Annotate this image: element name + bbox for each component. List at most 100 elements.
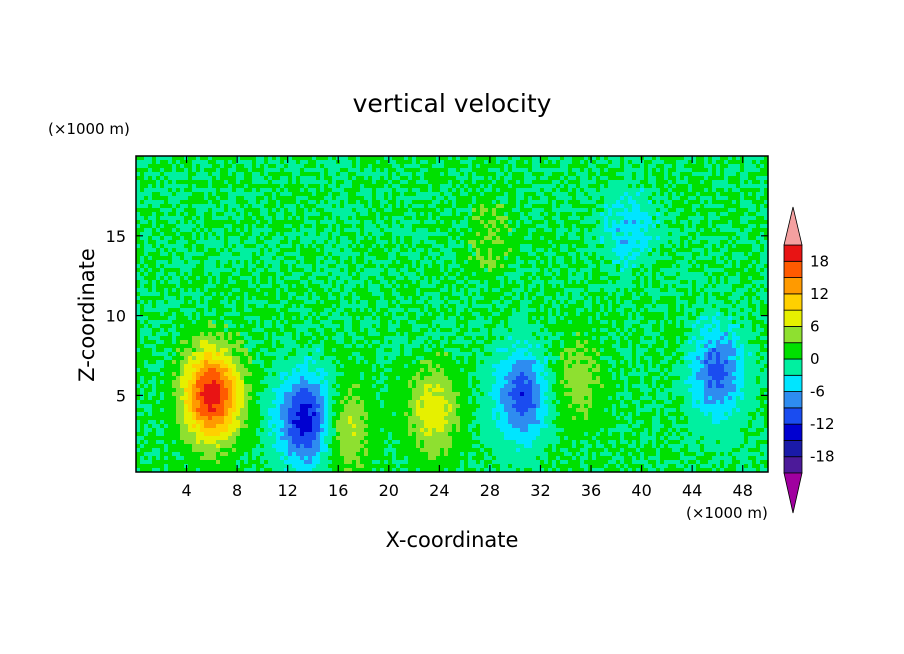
heatmap-cell <box>324 272 329 277</box>
heatmap-cell <box>692 212 697 217</box>
heatmap-cell <box>548 208 553 213</box>
heatmap-cell <box>540 168 545 173</box>
heatmap-cell <box>508 160 513 165</box>
heatmap-cell <box>308 208 313 213</box>
heatmap-cell <box>336 200 341 205</box>
heatmap-cell <box>756 176 761 181</box>
heatmap-cell <box>172 224 177 229</box>
heatmap-cell <box>216 208 221 213</box>
heatmap-cell <box>496 204 501 209</box>
heatmap-cell <box>728 172 733 177</box>
heatmap-cell <box>384 216 389 221</box>
heatmap-cell <box>496 160 501 165</box>
heatmap-cell <box>416 260 421 265</box>
heatmap-cell <box>612 176 617 181</box>
heatmap-cell <box>704 212 709 217</box>
heatmap-cell <box>492 256 497 261</box>
heatmap-cell <box>736 244 741 249</box>
heatmap-cell <box>376 204 381 209</box>
heatmap-cell <box>464 264 469 269</box>
heatmap-cell <box>216 280 221 285</box>
heatmap-cell <box>524 252 529 257</box>
heatmap-cell <box>308 240 313 245</box>
heatmap-cell <box>576 168 581 173</box>
heatmap-cell <box>488 208 493 213</box>
heatmap-cell <box>288 276 293 281</box>
heatmap-cell <box>264 216 269 221</box>
heatmap-cell <box>308 156 313 161</box>
heatmap-cell <box>224 236 229 241</box>
heatmap-cell <box>748 244 753 249</box>
heatmap-cell <box>632 236 637 241</box>
heatmap-cell <box>328 188 333 193</box>
heatmap-cell <box>628 256 633 261</box>
heatmap-cell <box>500 156 505 161</box>
heatmap-cell <box>588 276 593 281</box>
heatmap-cell <box>520 196 525 201</box>
heatmap-cell <box>284 276 289 281</box>
heatmap-cell <box>220 280 225 285</box>
heatmap-cell <box>672 208 677 213</box>
heatmap-cell <box>212 252 217 257</box>
heatmap-cell <box>324 204 329 209</box>
heatmap-cell <box>500 232 505 237</box>
heatmap-cell <box>184 192 189 197</box>
heatmap-cell <box>240 232 245 237</box>
heatmap-cell <box>276 252 281 257</box>
heatmap-cell <box>244 164 249 169</box>
heatmap-cell <box>620 244 625 249</box>
heatmap-cell <box>756 188 761 193</box>
heatmap-cell <box>272 224 277 229</box>
heatmap-cell <box>312 264 317 269</box>
heatmap-cell <box>688 188 693 193</box>
heatmap-cell <box>412 208 417 213</box>
heatmap-cell <box>676 208 681 213</box>
heatmap-cell <box>648 212 653 217</box>
heatmap-cell <box>328 240 333 245</box>
heatmap-cell <box>704 236 709 241</box>
heatmap-cell <box>484 264 489 269</box>
heatmap-cell <box>292 252 297 257</box>
heatmap-cell <box>532 196 537 201</box>
heatmap-cell <box>188 200 193 205</box>
heatmap-cell <box>400 196 405 201</box>
heatmap-cell <box>580 164 585 169</box>
heatmap-cell <box>220 244 225 249</box>
heatmap-cell <box>176 260 181 265</box>
heatmap-cell <box>168 180 173 185</box>
heatmap-cell <box>756 264 761 269</box>
heatmap-cell <box>184 276 189 281</box>
heatmap-cell <box>172 160 177 165</box>
heatmap-cell <box>468 260 473 265</box>
heatmap-cell <box>164 276 169 281</box>
heatmap-cell <box>516 276 521 281</box>
heatmap-cell <box>168 196 173 201</box>
heatmap-cell <box>668 264 673 269</box>
heatmap-cell <box>352 200 357 205</box>
heatmap-cell <box>168 172 173 177</box>
heatmap-cell <box>176 160 181 165</box>
heatmap-cell <box>756 208 761 213</box>
heatmap-cell <box>536 212 541 217</box>
heatmap-cell <box>744 180 749 185</box>
heatmap-cell <box>436 212 441 217</box>
heatmap-cell <box>248 184 253 189</box>
heatmap-cell <box>136 216 141 221</box>
heatmap-cell <box>640 244 645 249</box>
heatmap-cell <box>404 208 409 213</box>
heatmap-cell <box>688 196 693 201</box>
heatmap-cell <box>536 156 541 161</box>
heatmap-cell <box>200 156 205 161</box>
heatmap-cell <box>244 208 249 213</box>
heatmap-cell <box>664 224 669 229</box>
heatmap-cell <box>420 172 425 177</box>
heatmap-cell <box>484 212 489 217</box>
heatmap-cell <box>192 156 197 161</box>
heatmap-cell <box>580 228 585 233</box>
heatmap-cell <box>172 200 177 205</box>
heatmap-cell <box>604 188 609 193</box>
heatmap-cell <box>676 168 681 173</box>
heatmap-cell <box>380 272 385 277</box>
heatmap-cell <box>360 192 365 197</box>
heatmap-cell <box>228 200 233 205</box>
